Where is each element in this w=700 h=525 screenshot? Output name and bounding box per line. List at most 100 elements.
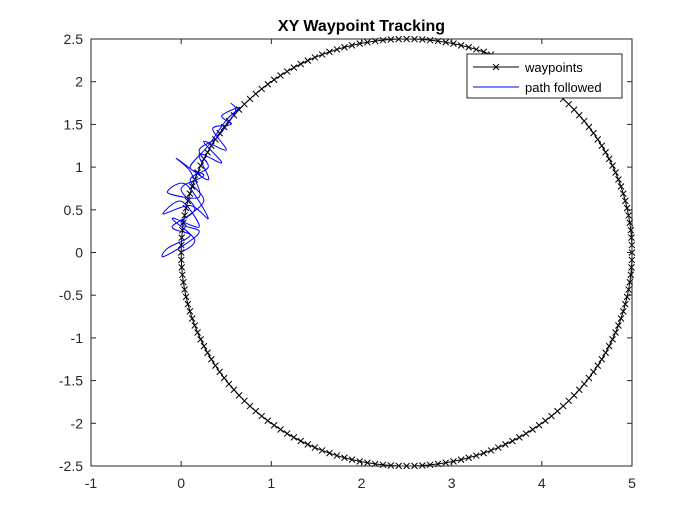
waypoint-marker <box>235 392 243 399</box>
y-tick-label: -0.5 <box>59 287 83 303</box>
waypoint-marker <box>494 444 502 451</box>
tick-layer: -1 0 1 2 3 4 5 -2.5 -2 -1.5 -1 -0.5 0 0.5 1 1.5 2 2.5 <box>59 31 636 491</box>
waypoint-marker <box>252 90 260 98</box>
waypoint-marker <box>241 100 248 108</box>
waypoint-marker <box>208 355 215 363</box>
waypoint-marker <box>627 271 635 279</box>
waypoint-marker <box>590 129 597 137</box>
waypoint-marker <box>177 241 185 249</box>
waypoint-marker <box>341 43 348 51</box>
waypoint-marker <box>283 68 291 75</box>
waypoint-marker <box>341 454 348 462</box>
waypoint-marker <box>585 374 593 382</box>
waypoint-marker <box>364 38 371 46</box>
waypoint-marker <box>191 322 199 329</box>
waypoint-marker <box>197 335 205 343</box>
waypoint-marker <box>617 315 625 322</box>
waypoint-marker <box>225 380 233 388</box>
waypoint-marker <box>418 462 426 469</box>
waypoint-marker <box>442 38 450 46</box>
y-tick-label: -1.5 <box>59 373 83 389</box>
waypoint-marker <box>333 452 341 459</box>
waypoint-marker <box>609 335 616 343</box>
waypoint-marker <box>602 148 609 156</box>
waypoint-marker <box>379 36 387 44</box>
waypoint-marker <box>570 106 578 113</box>
waypoint-marker <box>179 271 186 279</box>
waypoint-marker <box>580 380 588 388</box>
waypoint-marker <box>348 456 356 464</box>
waypoint-marker <box>426 461 434 469</box>
waypoint-marker <box>200 342 208 350</box>
y-tick-label: -2.5 <box>59 458 83 474</box>
waypoint-marker <box>283 430 291 437</box>
waypoint-marker <box>590 368 597 376</box>
waypoint-marker <box>230 386 238 394</box>
waypoint-marker <box>472 452 480 459</box>
waypoint-marker <box>621 197 629 205</box>
waypoint-marker <box>258 412 266 420</box>
waypoint-marker <box>264 80 272 88</box>
waypoint-marker <box>252 407 260 415</box>
waypoint-marker <box>177 256 185 264</box>
waypoint-marker <box>178 264 186 271</box>
waypoint-marker <box>277 426 284 433</box>
waypoint-marker <box>602 349 609 357</box>
x-tick-label: 3 <box>448 475 456 491</box>
waypoint-marker <box>621 300 629 308</box>
y-tick-label: 1.5 <box>64 116 84 132</box>
waypoint-marker <box>594 362 602 369</box>
waypoint-marker <box>522 430 530 437</box>
waypoint-marker <box>418 36 426 43</box>
waypoint-marker <box>270 76 278 84</box>
waypoint-marker <box>598 355 606 363</box>
x-tick-label: 2 <box>358 475 366 491</box>
waypoint-marker <box>487 447 495 454</box>
waypoint-marker <box>585 123 593 131</box>
waypoint-marker <box>627 226 635 234</box>
waypoint-marker <box>379 461 387 469</box>
waypoint-marker <box>515 434 523 441</box>
waypoint-marker <box>615 176 622 183</box>
waypoint-marker <box>297 60 305 68</box>
waypoint-marker <box>277 72 284 79</box>
waypoint-marker <box>426 36 434 44</box>
waypoint-marker <box>565 397 573 405</box>
waypoint-marker <box>216 129 224 137</box>
waypoint-marker <box>290 64 298 71</box>
waypoint-marker <box>625 286 632 293</box>
y-tick-label: 0.5 <box>64 202 84 218</box>
waypoint-marker <box>612 169 619 176</box>
legend: waypoints path followed <box>466 53 623 99</box>
waypoint-marker <box>502 441 509 448</box>
waypoint-marker <box>457 41 465 49</box>
waypoint-marker <box>297 437 305 445</box>
waypoint-marker <box>387 36 395 43</box>
waypoint-marker <box>580 117 588 125</box>
waypoint-marker <box>387 462 395 469</box>
waypoint-marker <box>619 307 627 315</box>
y-tick-label: -2 <box>71 415 84 431</box>
waypoint-marker <box>258 85 266 93</box>
waypoint-marker <box>612 329 619 336</box>
x-tick-label: -1 <box>85 475 98 491</box>
waypoint-marker <box>548 412 555 420</box>
path-followed-line <box>161 102 241 258</box>
waypoint-marker <box>598 142 606 150</box>
x-tick-label: 0 <box>177 475 185 491</box>
waypoint-marker <box>326 48 333 56</box>
waypoint-marker <box>625 212 632 219</box>
waypoint-marker <box>241 397 248 405</box>
waypoint-marker <box>535 421 543 429</box>
waypoint-marker <box>181 286 188 293</box>
waypoint-marker <box>465 454 473 462</box>
waypoint-marker <box>628 234 635 241</box>
x-tick-label: 5 <box>628 475 636 491</box>
waypoint-marker <box>594 136 602 143</box>
chart-title: XY Waypoint Tracking <box>278 18 445 35</box>
waypoint-marker <box>318 51 326 58</box>
waypoint-marker <box>182 293 190 301</box>
waypoint-marker <box>333 46 341 53</box>
waypoint-marker <box>465 43 473 51</box>
